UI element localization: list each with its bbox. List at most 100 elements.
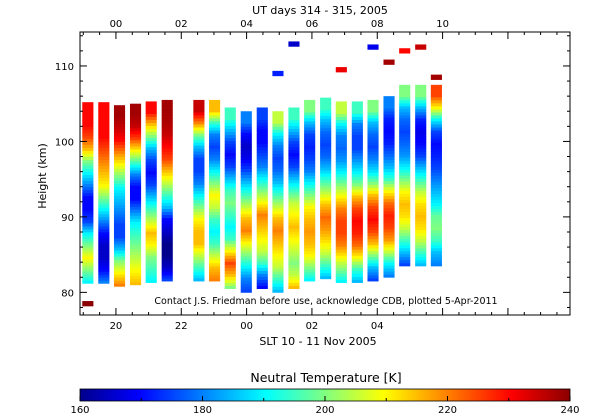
- heatmap-cell: [367, 262, 379, 267]
- heatmap-cell: [82, 105, 94, 109]
- heatmap-cell: [351, 219, 363, 223]
- heatmap-cell: [193, 130, 205, 134]
- heatmap-cell: [272, 180, 284, 185]
- heatmap-cell: [288, 164, 300, 169]
- heatmap-cell: [383, 174, 395, 179]
- top-tick-label: 00: [110, 19, 123, 30]
- heatmap-cell: [129, 109, 142, 114]
- heatmap-cell: [304, 232, 316, 237]
- heatmap-cell-isolated: [82, 301, 94, 307]
- heatmap-cell: [335, 137, 347, 142]
- heatmap-cell: [82, 262, 94, 266]
- heatmap-cell: [304, 187, 316, 191]
- heatmap-cell: [351, 116, 363, 120]
- heatmap-cell: [430, 178, 442, 182]
- heatmap-cell: [430, 253, 442, 258]
- heatmap-cell-isolated: [288, 41, 300, 47]
- heatmap-cell: [335, 240, 347, 244]
- colorbar-tick-label: 160: [70, 405, 89, 416]
- heatmap-cell: [98, 201, 110, 206]
- heatmap-cell: [430, 172, 442, 176]
- heatmap-cell: [82, 192, 94, 197]
- heatmap-cell: [367, 259, 379, 264]
- heatmap-cell: [320, 221, 332, 225]
- heatmap-cell: [145, 110, 157, 114]
- heatmap-cell: [82, 141, 94, 145]
- heatmap-cell: [415, 256, 427, 261]
- heatmap-cell: [430, 199, 442, 203]
- heatmap-cell: [209, 130, 221, 134]
- heatmap-cell: [288, 279, 300, 283]
- heatmap-cell: [335, 261, 347, 265]
- heatmap-cell: [383, 102, 395, 106]
- heatmap-cell: [193, 235, 205, 240]
- heatmap-cell: [367, 160, 379, 164]
- heatmap-cell: [383, 114, 395, 118]
- heatmap-cell: [129, 269, 142, 274]
- heatmap-cell: [367, 238, 379, 243]
- heatmap-cell: [98, 216, 110, 221]
- heatmap-cell: [82, 183, 94, 188]
- heatmap-cell: [145, 222, 157, 226]
- heatmap-cell: [430, 142, 442, 146]
- heatmap-cell: [351, 167, 363, 172]
- heatmap-cell: [209, 253, 221, 258]
- heatmap-cell: [129, 161, 142, 165]
- heatmap-cell: [161, 275, 173, 279]
- heatmap-cell: [256, 179, 268, 184]
- heatmap-cell: [320, 179, 332, 183]
- heatmap-cell: [415, 96, 427, 101]
- heatmap-cell: [320, 173, 332, 177]
- heatmap-cell: [272, 222, 284, 227]
- heatmap-cell: [145, 258, 157, 262]
- heatmap-cell: [209, 163, 221, 167]
- heatmap-cell: [415, 166, 427, 170]
- heatmap-cell: [82, 174, 94, 179]
- heatmap-cell: [399, 262, 411, 267]
- heatmap-cell: [240, 162, 252, 166]
- heatmap-cell: [320, 155, 332, 159]
- heatmap-cell: [145, 207, 157, 211]
- heatmap-cell: [98, 108, 110, 112]
- heatmap-cell: [224, 164, 236, 169]
- heatmap-cell: [193, 139, 205, 143]
- heatmap-cell: [415, 250, 427, 255]
- heatmap-cell: [320, 272, 332, 277]
- heatmap-cell: [272, 259, 284, 263]
- heatmap-cell: [193, 265, 205, 270]
- heatmap-cell: [82, 153, 94, 157]
- heatmap-cell: [161, 172, 173, 176]
- heatmap-cell: [367, 142, 379, 146]
- heatmap-cell: [272, 225, 284, 230]
- heatmap-cell: [209, 199, 221, 203]
- heatmap-cell: [335, 273, 347, 277]
- heatmap-cell: [224, 134, 236, 139]
- heatmap-cell: [335, 195, 347, 199]
- heatmap-cell: [98, 238, 110, 242]
- heatmap-cell: [193, 193, 205, 197]
- heatmap-cell: [129, 142, 142, 147]
- heatmap-cell: [320, 260, 332, 265]
- heatmap-cell: [320, 230, 332, 234]
- heatmap-cell: [351, 207, 363, 211]
- heatmap-cell: [129, 263, 142, 268]
- heatmap-cell: [399, 244, 411, 249]
- heatmap-cell: [161, 184, 173, 188]
- heatmap-cell: [272, 204, 284, 209]
- heatmap-cell: [193, 223, 205, 228]
- heatmap-cell: [129, 239, 142, 243]
- heatmap-cell: [320, 233, 332, 237]
- heatmap-cell: [272, 129, 284, 133]
- heatmap-cell: [209, 229, 221, 234]
- heatmap-cell: [256, 182, 268, 187]
- heatmap-cell: [256, 140, 268, 145]
- heatmap-cell: [145, 188, 157, 193]
- heatmap-cell: [272, 213, 284, 218]
- heatmap-cell: [430, 181, 442, 185]
- heatmap-cell: [193, 196, 205, 200]
- heatmap-cell: [209, 181, 221, 185]
- heatmap-cell: [98, 153, 110, 157]
- heatmap-cell: [129, 257, 142, 262]
- heatmap-cell: [209, 142, 221, 146]
- heatmap-cell: [335, 101, 347, 105]
